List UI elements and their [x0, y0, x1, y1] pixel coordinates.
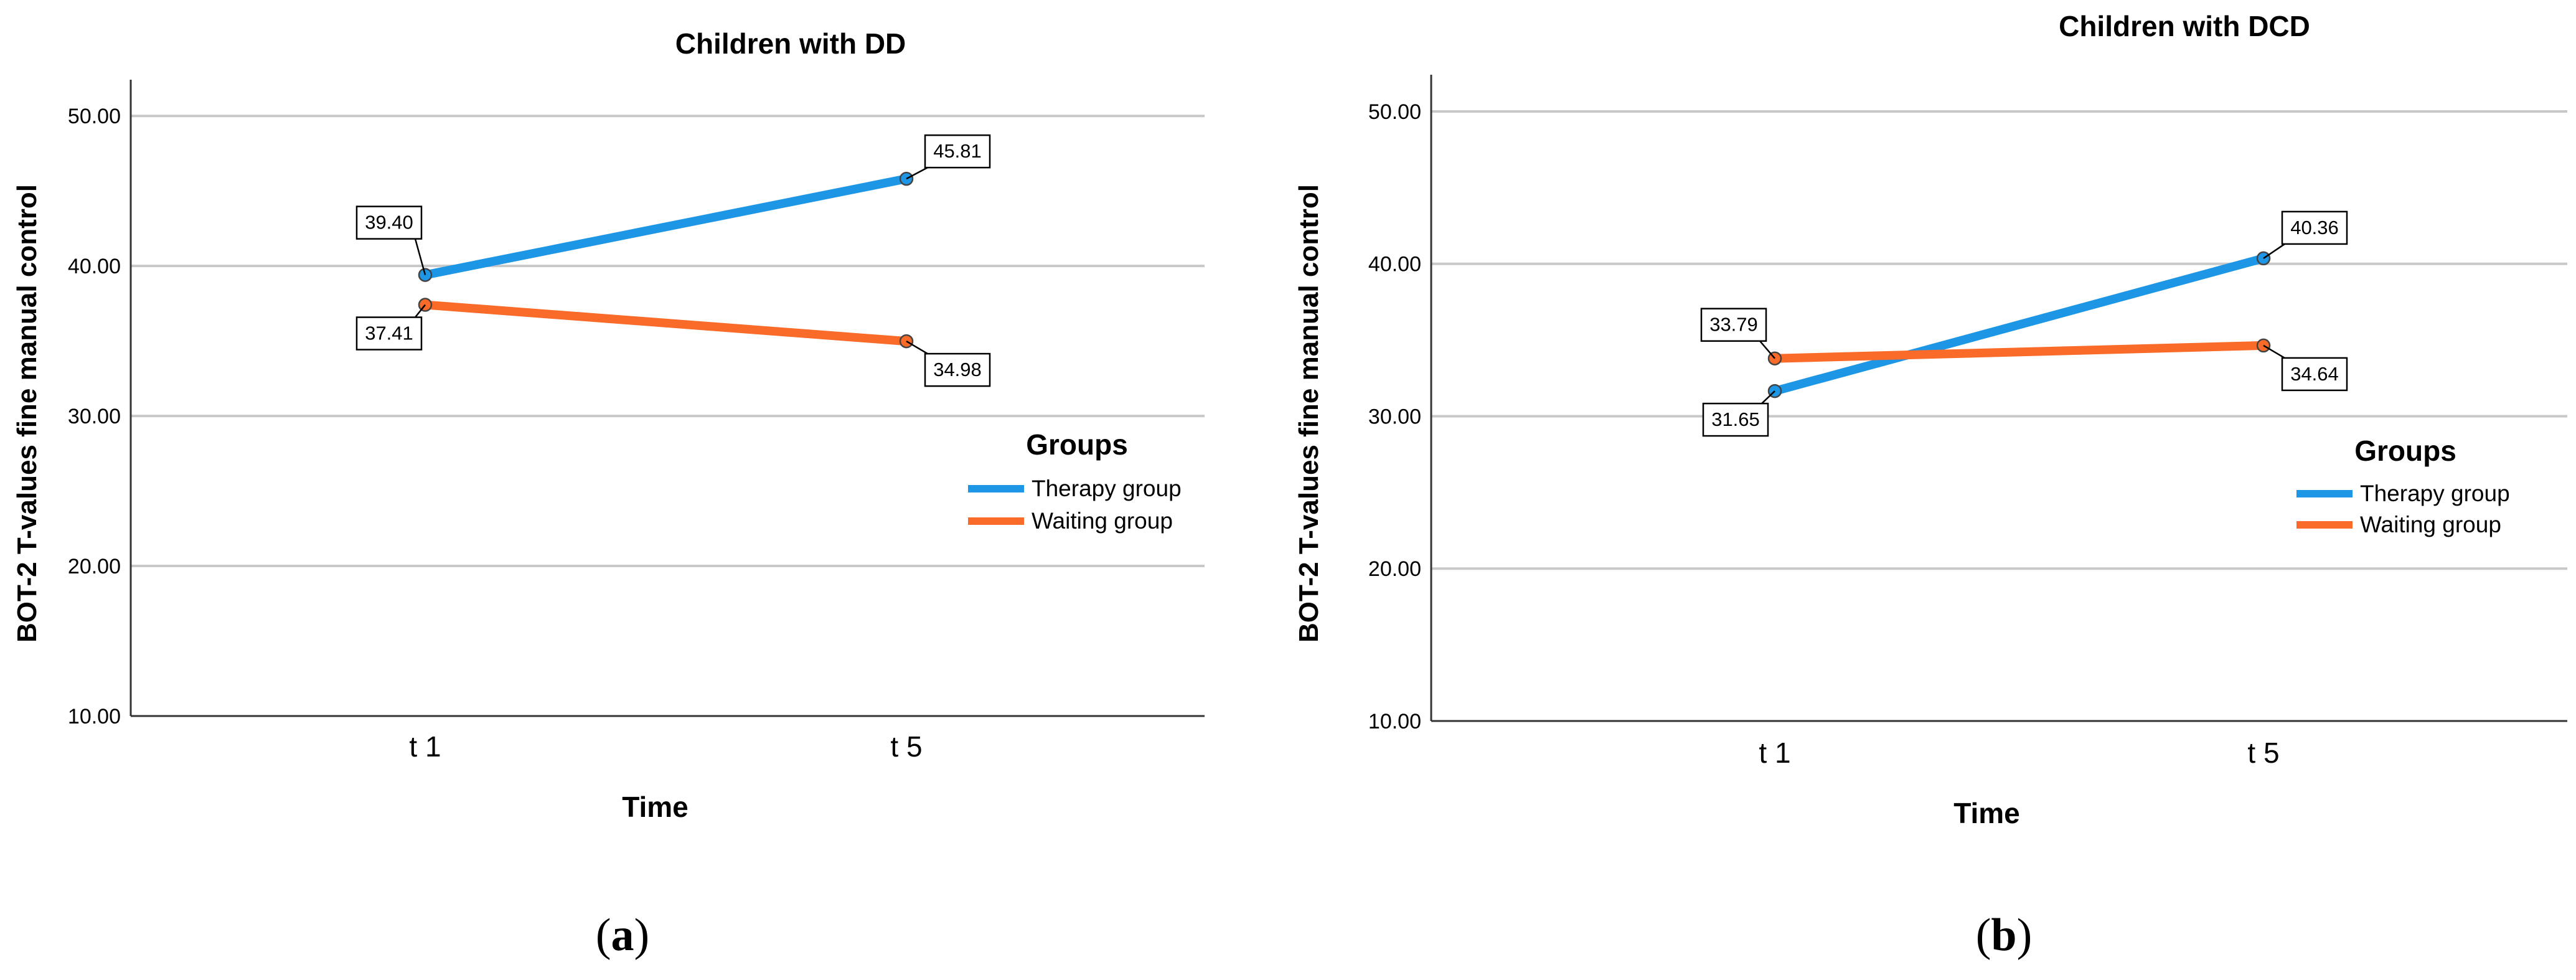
data-label: 34.98 [933, 359, 982, 380]
data-label: 39.40 [365, 212, 413, 233]
data-label: 31.65 [1711, 408, 1760, 430]
data-label: 40.36 [2290, 217, 2339, 238]
data-label-leader [414, 238, 426, 275]
chart-panel-b: 10.00 20.00 30.00 40.00 50.00 t 1 t 5 Children … [1288, 0, 2576, 980]
data-label-leader [906, 341, 928, 355]
y-tick-label: 30.00 [1368, 405, 1421, 428]
data-label: 34.64 [2290, 363, 2339, 385]
y-tick-label: 50.00 [1368, 100, 1421, 124]
x-tick-label: t 5 [2247, 737, 2279, 769]
data-label-box [2281, 357, 2348, 392]
data-label-leader [1759, 340, 1775, 359]
data-label-leader [2263, 344, 2285, 359]
series-line-waiting [425, 300, 907, 346]
caption-open: ( [1975, 910, 1991, 961]
caption-close: ) [2016, 910, 2033, 961]
data-label-box [1702, 402, 1769, 437]
x-axis-title: Time [1953, 797, 2020, 829]
caption-close: ) [634, 910, 650, 961]
y-tick-label: 30.00 [68, 405, 121, 428]
x-tick-label: t 1 [1759, 737, 1790, 769]
data-label: 45.81 [933, 140, 982, 162]
chart-svg-a: 10.00 20.00 30.00 40.00 50.00 t 1 t 5 Children … [12, 27, 1205, 823]
legend-label-therapy: Therapy group [2360, 481, 2510, 506]
data-label-box [924, 134, 991, 169]
y-axis-title: BOT-2 T-values fine manual control [1294, 184, 1324, 643]
legend-label-waiting: Waiting group [2360, 512, 2501, 537]
legend-label-therapy: Therapy group [1032, 476, 1182, 501]
data-label-leader [1761, 390, 1775, 404]
y-tick-label: 50.00 [68, 105, 121, 128]
legend-label-waiting: Waiting group [1032, 508, 1173, 534]
y-tick-label: 20.00 [68, 555, 121, 578]
chart-panel-a: 10.00 20.00 30.00 40.00 50.00 t 1 t 5 Children … [12, 27, 1205, 962]
y-tick-label: 40.00 [68, 255, 121, 278]
legend-title: Groups [2354, 435, 2456, 467]
data-label-leader [415, 304, 426, 318]
data-label-box [1700, 308, 1767, 342]
y-tick-label: 10.00 [68, 705, 121, 728]
caption-a: (a) [529, 909, 716, 962]
series-line-therapy [1774, 254, 2265, 395]
series-line-waiting [1774, 341, 2264, 363]
data-label-box [924, 352, 991, 387]
data-label: 37.41 [365, 323, 413, 344]
data-label: 33.79 [1709, 314, 1758, 336]
chart-svg-b: 10.00 20.00 30.00 40.00 50.00 t 1 t 5 Children … [1294, 10, 2567, 829]
legend-title: Groups [1026, 428, 1128, 461]
chart-title: Children with DD [675, 27, 906, 60]
data-label-leader [906, 167, 928, 180]
y-tick-label: 40.00 [1368, 253, 1421, 276]
caption-open: ( [595, 910, 611, 961]
y-axis-title: BOT-2 T-values fine manual control [12, 184, 42, 643]
caption-letter: b [1991, 910, 2017, 961]
data-label-box [2281, 210, 2348, 245]
x-axis-title: Time [622, 791, 689, 823]
y-tick-label: 20.00 [1368, 557, 1421, 581]
chart-title: Children with DCD [2059, 10, 2310, 42]
x-tick-label: t 5 [890, 730, 922, 763]
caption-b: (b) [1911, 909, 2097, 962]
y-tick-label: 10.00 [1368, 710, 1421, 733]
caption-letter: a [611, 910, 634, 961]
data-label-box [355, 316, 423, 351]
series-line-therapy [424, 174, 908, 280]
data-label-box [355, 205, 423, 240]
data-label-leader [2263, 243, 2285, 259]
x-tick-label: t 1 [409, 730, 441, 763]
